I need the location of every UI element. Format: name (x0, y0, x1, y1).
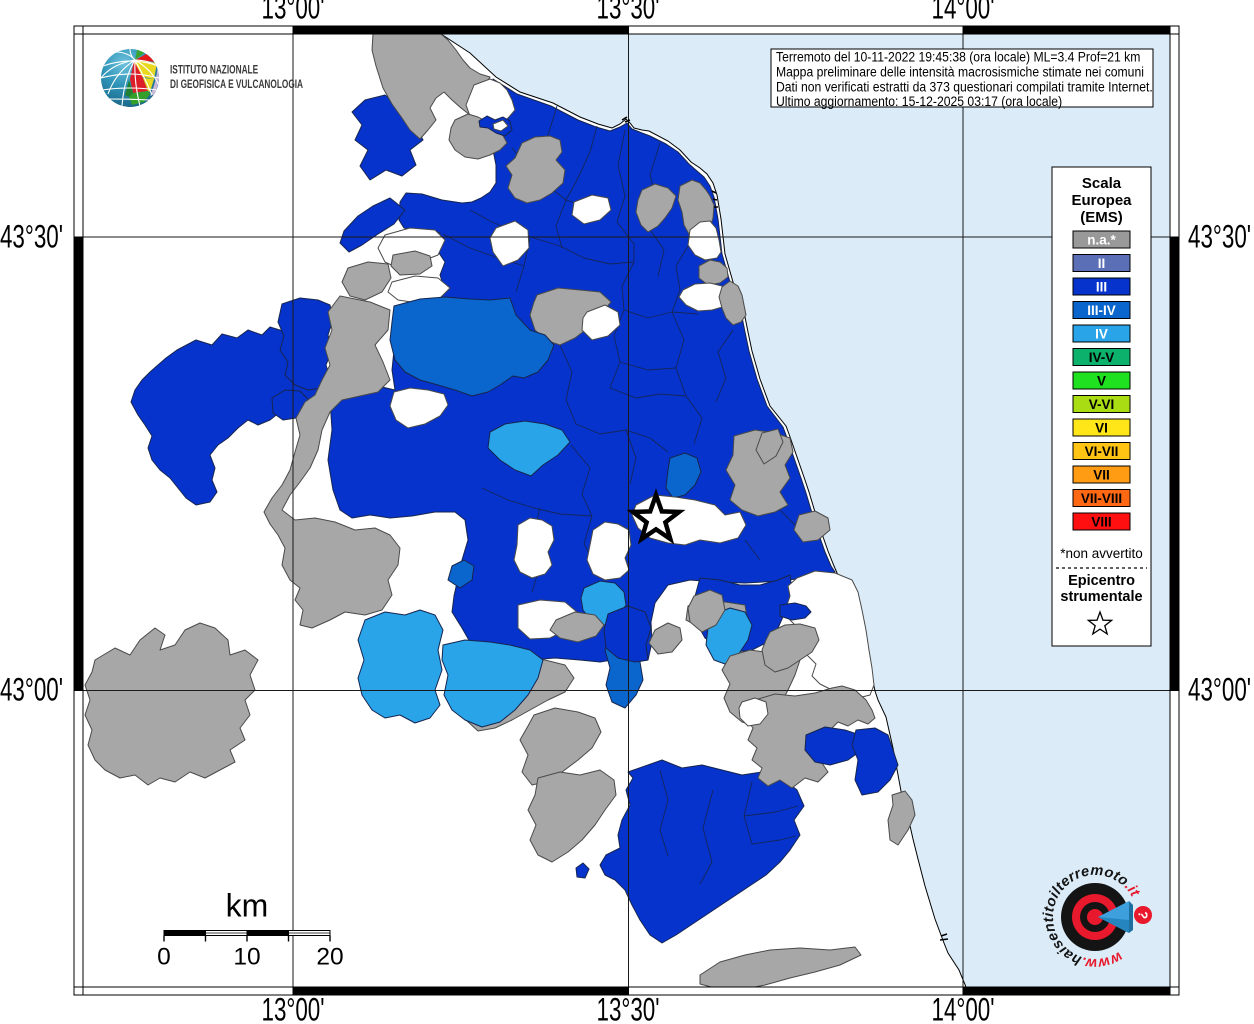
svg-text:IV-V: IV-V (1089, 350, 1115, 365)
svg-text:14°00': 14°00' (931, 0, 994, 25)
svg-text:Europea: Europea (1071, 192, 1132, 209)
svg-text:VI: VI (1095, 421, 1108, 436)
svg-text:Epicentro: Epicentro (1068, 573, 1135, 589)
svg-text:II: II (1098, 256, 1106, 271)
svg-text:km: km (226, 888, 269, 924)
svg-text:VII: VII (1093, 468, 1110, 483)
svg-text:*non avvertito: *non avvertito (1060, 546, 1143, 561)
svg-text:VII-VIII: VII-VIII (1081, 491, 1122, 506)
svg-text:n.a.*: n.a.* (1087, 233, 1116, 248)
svg-text:13°00': 13°00' (261, 0, 324, 25)
svg-text:V: V (1097, 374, 1106, 389)
svg-text:43°30': 43°30' (0, 219, 63, 255)
svg-text:strumentale: strumentale (1060, 589, 1142, 605)
svg-text:III: III (1096, 280, 1107, 295)
svg-text:43°00': 43°00' (0, 672, 63, 708)
svg-text:0: 0 (157, 944, 171, 971)
svg-text:Mappa preliminare delle intens: Mappa preliminare delle intensità macros… (776, 64, 1144, 80)
svg-text:ISTITUTO NAZIONALE: ISTITUTO NAZIONALE (170, 64, 258, 77)
svg-text:13°30': 13°30' (596, 0, 659, 25)
svg-text:Scala: Scala (1082, 175, 1122, 192)
svg-text:14°00': 14°00' (931, 992, 994, 1024)
svg-text:Ultimo aggiornamento: 15-12-20: Ultimo aggiornamento: 15-12-2025 03:17 (… (776, 93, 1062, 109)
svg-text:10: 10 (233, 944, 260, 971)
svg-text:IV: IV (1095, 327, 1108, 342)
svg-text:Terremoto del 10-11-2022 19:45: Terremoto del 10-11-2022 19:45:38 (ora l… (776, 49, 1140, 65)
svg-text:13°30': 13°30' (596, 992, 659, 1024)
svg-text:13°00': 13°00' (261, 992, 324, 1024)
svg-text:?: ? (1135, 910, 1151, 920)
svg-text:(EMS): (EMS) (1080, 209, 1123, 226)
svg-text:20: 20 (316, 944, 343, 971)
svg-text:43°00': 43°00' (1188, 672, 1251, 708)
svg-text:VIII: VIII (1091, 515, 1111, 530)
svg-text:III-IV: III-IV (1087, 303, 1116, 318)
svg-text:DI GEOFISICA E VULCANOLOGIA: DI GEOFISICA E VULCANOLOGIA (170, 79, 303, 92)
svg-text:V-VI: V-VI (1089, 397, 1115, 412)
svg-text:Dati non verificati estratti d: Dati non verificati estratti da 373 ques… (776, 79, 1153, 95)
svg-text:43°30': 43°30' (1188, 219, 1251, 255)
svg-text:VI-VII: VI-VII (1085, 444, 1119, 459)
